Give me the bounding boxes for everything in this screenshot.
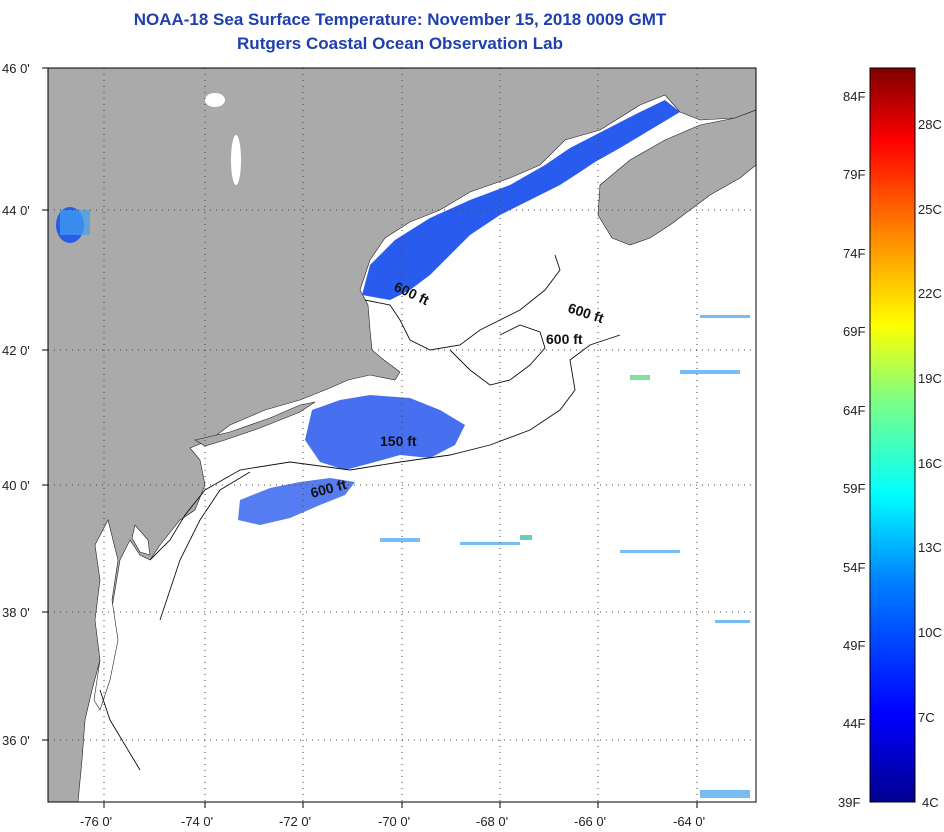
- axis-ticks: [42, 67, 698, 808]
- sst-southern-new-england: [305, 395, 465, 470]
- sst-gulf-of-maine: [362, 100, 680, 300]
- colorbar-c-label: 13C: [918, 540, 942, 555]
- sst-shelf: [238, 478, 355, 525]
- colorbar-f-label: 44F: [843, 716, 866, 731]
- land-long-island: [194, 401, 316, 447]
- lon-label: -72 0': [279, 814, 311, 829]
- sst-warm-spot: [630, 375, 650, 380]
- contour-label: 600 ft: [546, 331, 583, 347]
- colorbar-c-label: 4C: [922, 795, 939, 810]
- lon-label: -66 0': [574, 814, 606, 829]
- colorbar-c-label: 16C: [918, 456, 942, 471]
- lat-label: 42 0': [2, 343, 30, 358]
- chesapeake-bay: [93, 519, 119, 711]
- sst-scatter: [60, 210, 750, 798]
- land-us-coast: [48, 68, 756, 802]
- lat-label: 36 0': [2, 733, 30, 748]
- lake: [205, 93, 225, 107]
- lon-label: -68 0': [476, 814, 508, 829]
- colorbar-c-label: 19C: [918, 371, 942, 386]
- colorbar-c-label: 7C: [918, 710, 935, 725]
- lat-label: 46 0': [2, 61, 30, 76]
- colorbar-f-label: 84F: [843, 89, 866, 104]
- gridlines: [48, 68, 756, 802]
- lat-label: 44 0': [2, 203, 30, 218]
- map-subtitle: Rutgers Coastal Ocean Observation Lab: [237, 34, 563, 53]
- lon-label: -70 0': [378, 814, 410, 829]
- delaware-bay: [131, 524, 151, 556]
- lon-label: -64 0': [673, 814, 705, 829]
- colorbar-f-label: 54F: [843, 560, 866, 575]
- colorbar-f-label: 64F: [843, 403, 866, 418]
- colorbar-f-label: 79F: [843, 167, 866, 182]
- colorbar-f-label: 39F: [838, 795, 861, 810]
- contour-label: 150 ft: [380, 433, 417, 449]
- colorbar-f-label: 69F: [843, 324, 866, 339]
- lon-label: -74 0': [181, 814, 213, 829]
- bathymetry-contours: [99, 254, 621, 771]
- colorbar-f-label: 49F: [843, 638, 866, 653]
- land-nova-scotia: [597, 109, 756, 246]
- lake: [231, 135, 241, 185]
- lat-label: 40 0': [2, 478, 30, 493]
- colorbar-f-label: 59F: [843, 481, 866, 496]
- colorbar-f-label: 74F: [843, 246, 866, 261]
- map-title: NOAA-18 Sea Surface Temperature: Novembe…: [133, 10, 667, 29]
- colorbar: [869, 67, 916, 803]
- colorbar-c-label: 25C: [918, 202, 942, 217]
- colorbar-c-label: 28C: [918, 117, 942, 132]
- sst-warm-spot: [520, 535, 532, 540]
- colorbar-c-label: 10C: [918, 625, 942, 640]
- lon-label: -76 0': [80, 814, 112, 829]
- lat-label: 38 0': [2, 605, 30, 620]
- colorbar-c-label: 22C: [918, 286, 942, 301]
